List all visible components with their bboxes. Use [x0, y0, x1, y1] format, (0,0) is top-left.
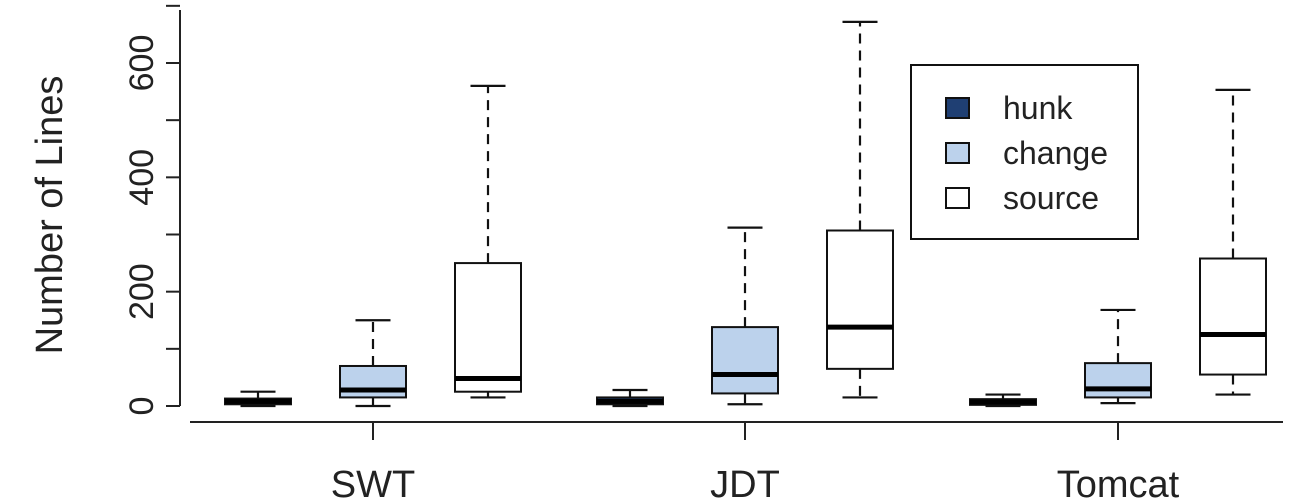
- box-change-tomcat: [1084, 308, 1152, 405]
- box-source-swt: [454, 84, 522, 399]
- x-tick-label: Tomcat: [1057, 464, 1180, 503]
- box-body: [711, 326, 779, 395]
- legend-swatch: [945, 142, 970, 164]
- legend-label: hunk: [1003, 90, 1073, 126]
- legend-label: change: [1003, 135, 1108, 171]
- x-tick-label: SWT: [331, 464, 415, 503]
- y-axis: 0 200 400 600: [123, 4, 181, 416]
- y-tick-label: 600: [123, 35, 161, 92]
- legend-label: source: [1003, 180, 1099, 216]
- y-tick-label: 400: [123, 149, 161, 206]
- legend: hunk change source: [910, 64, 1139, 240]
- x-tick-label: JDT: [710, 464, 780, 503]
- legend-swatch: [945, 97, 970, 119]
- box-body: [339, 364, 407, 399]
- legend-swatch: [945, 187, 970, 209]
- box-hunk-jdt: [596, 388, 664, 408]
- box-hunk-tomcat: [969, 393, 1037, 408]
- box-change-jdt: [711, 226, 779, 406]
- y-tick-label: 200: [123, 263, 161, 320]
- box-body: [1084, 362, 1152, 399]
- box-groups: [224, 20, 1267, 408]
- box-change-swt: [339, 319, 407, 408]
- box-source-jdt: [826, 20, 894, 399]
- box-hunk-swt: [224, 390, 292, 408]
- box-body: [454, 262, 522, 393]
- y-axis-label: Number of Lines: [29, 76, 71, 355]
- y-tick-label: 0: [123, 397, 161, 416]
- box-body: [1199, 257, 1267, 376]
- x-axis: SWT JDT Tomcat: [190, 421, 1283, 503]
- box-source-tomcat: [1199, 88, 1267, 396]
- box-body: [826, 229, 894, 370]
